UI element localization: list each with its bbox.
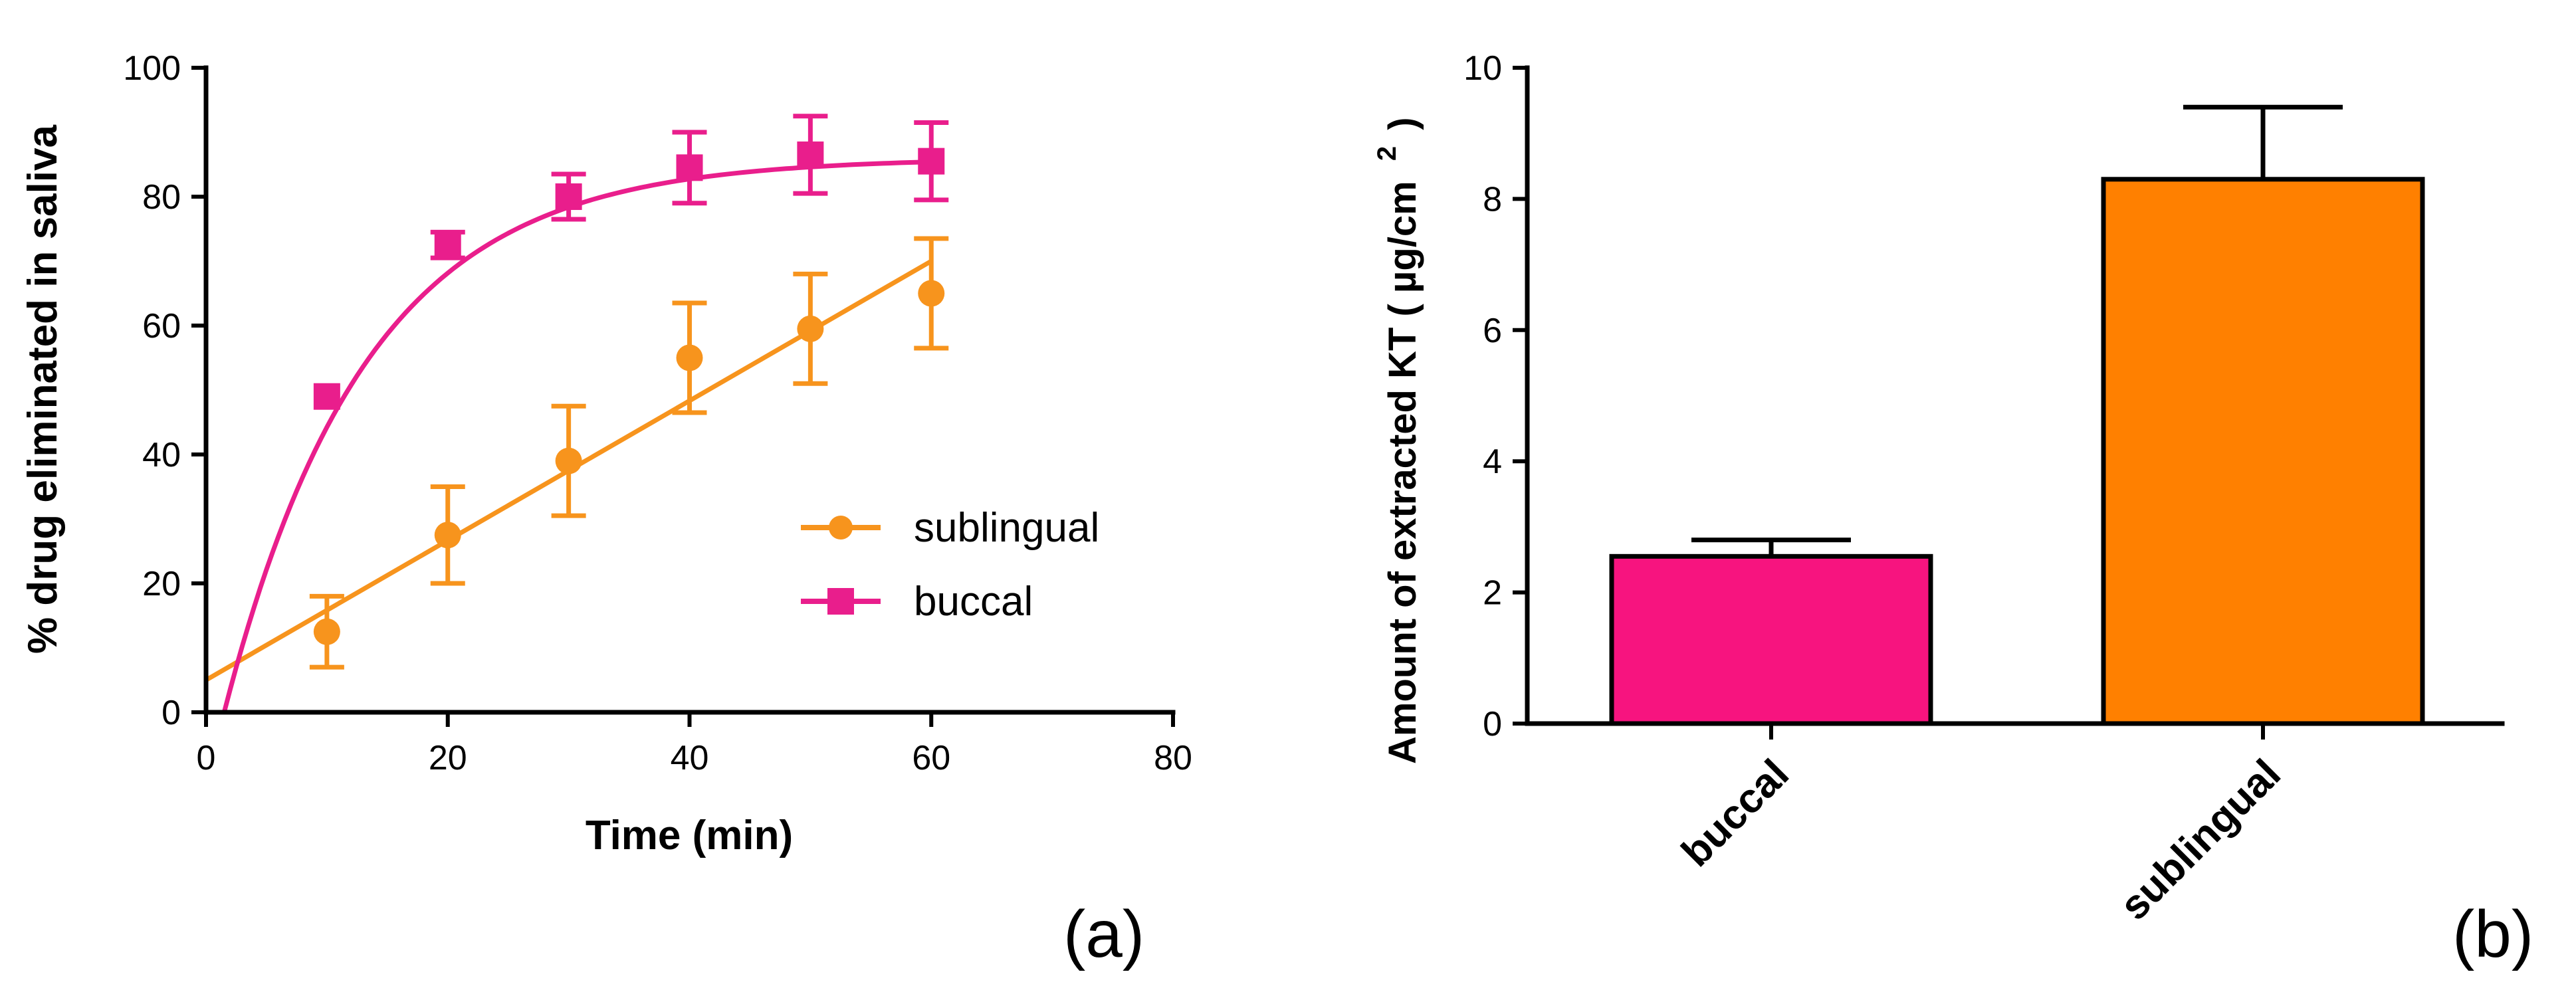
series-sublingual-point bbox=[313, 618, 340, 645]
chart-a-x-label: Time (min) bbox=[586, 813, 793, 858]
chart-b-y-tick-label: 2 bbox=[1483, 574, 1502, 613]
legend-buccal-marker bbox=[827, 588, 854, 615]
chart-a-x-tick-label: 0 bbox=[197, 739, 216, 777]
chart-b-y-tick-label: 4 bbox=[1483, 443, 1502, 481]
chart-a-panel-label: (a) bbox=[1063, 897, 1144, 971]
chart-b-panel-label: (b) bbox=[2452, 897, 2533, 971]
chart-b-y-tick-label: 8 bbox=[1483, 180, 1502, 219]
chart-b-y-label-close: ) bbox=[1381, 117, 1424, 130]
chart-a-y-tick-label: 20 bbox=[142, 565, 181, 603]
chart-a-x-tick-label: 60 bbox=[912, 739, 950, 777]
chart-a-y-tick-label: 40 bbox=[142, 436, 181, 474]
series-sublingual-point bbox=[918, 280, 945, 307]
series-buccal-point bbox=[797, 141, 824, 168]
series-sublingual-point bbox=[676, 344, 703, 371]
legend-sublingual-marker bbox=[829, 516, 853, 540]
series-buccal-point bbox=[555, 183, 582, 210]
chart-b-y-tick-label: 10 bbox=[1463, 49, 1502, 88]
chart-a-y-tick-label: 60 bbox=[142, 307, 181, 346]
chart-a-y-tick-label: 80 bbox=[142, 178, 181, 217]
series-buccal-point bbox=[918, 148, 945, 175]
chart-a-y-tick-label: 0 bbox=[161, 694, 181, 732]
chart-b-y-label: Amount of extracted KT ( µg/cm 2 ) bbox=[1361, 117, 1424, 764]
chart-a-x-tick-label: 20 bbox=[429, 739, 467, 777]
chart-b-y-tick-label: 0 bbox=[1483, 705, 1502, 744]
series-sublingual-point bbox=[434, 522, 461, 549]
chart-a-y-tick-label: 100 bbox=[123, 49, 181, 88]
bar-sublingual bbox=[2101, 177, 2425, 726]
series-buccal-point bbox=[676, 154, 703, 181]
bar-buccal bbox=[1609, 553, 1933, 726]
series-buccal-point bbox=[434, 231, 461, 258]
series-sublingual-point bbox=[555, 447, 582, 474]
chart-b-y-label-sup: 2 bbox=[1372, 146, 1402, 161]
legend-buccal-label: buccal bbox=[914, 579, 1033, 625]
series-buccal-point bbox=[313, 383, 340, 410]
chart-a-legend: sublingual buccal bbox=[801, 505, 1099, 625]
chart-b-category-label: sublingual bbox=[2111, 751, 2290, 929]
chart-a-x-tick-label: 80 bbox=[1154, 739, 1192, 777]
chart-b: 0 2 4 6 8 10 buccal sublingual Amount of extrac… bbox=[1361, 49, 2533, 971]
series-sublingual-point bbox=[797, 315, 824, 342]
chart-a: 0 20 40 60 80 0 20 40 60 80 100 Time (min) % drug … bbox=[20, 49, 1192, 971]
chart-a-x-tick-label: 40 bbox=[671, 739, 709, 777]
chart-b-y-label-main: Amount of extracted KT ( µg/cm bbox=[1381, 181, 1424, 764]
chart-a-y-label: % drug eliminated in saliva bbox=[20, 125, 66, 654]
chart-b-y-tick-label: 6 bbox=[1483, 312, 1502, 350]
legend-sublingual-label: sublingual bbox=[914, 505, 1099, 551]
chart-b-category-label: buccal bbox=[1673, 751, 1798, 876]
